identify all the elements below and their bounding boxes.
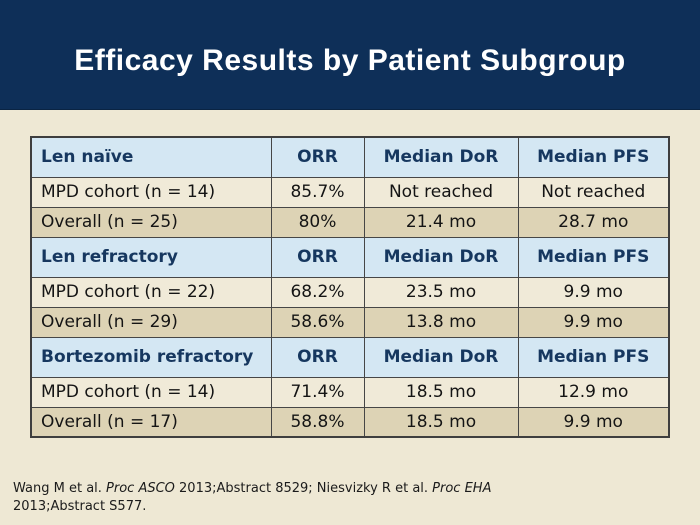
column-header-pfs: Median PFS	[517, 236, 670, 278]
row-label: MPD cohort (n = 14)	[30, 176, 272, 208]
cell-pfs: 12.9 mo	[517, 376, 670, 408]
cell-dor: 18.5 mo	[363, 376, 519, 408]
cell-orr: 68.2%	[270, 276, 365, 308]
cell-dor: 18.5 mo	[363, 406, 519, 438]
column-header-orr: ORR	[270, 236, 365, 278]
column-header-dor: Median DoR	[363, 136, 519, 178]
citation-journal: Proc ASCO	[106, 481, 175, 496]
table-row: Overall (n = 29) 58.6% 13.8 mo 9.9 mo	[30, 306, 670, 338]
cell-dor: 23.5 mo	[363, 276, 519, 308]
citation-text: 2013;Abstract S577.	[13, 499, 147, 514]
cell-pfs: 9.9 mo	[517, 276, 670, 308]
row-label: Overall (n = 29)	[30, 306, 272, 338]
title-band: Efficacy Results by Patient Subgroup	[0, 0, 700, 110]
table-row: MPD cohort (n = 14) 71.4% 18.5 mo 12.9 m…	[30, 376, 670, 408]
row-label: MPD cohort (n = 14)	[30, 376, 272, 408]
citation-text: Wang M et al.	[13, 481, 107, 496]
slide-title: Efficacy Results by Patient Subgroup	[74, 43, 626, 77]
citation-line: 2013;Abstract S577.	[13, 498, 680, 516]
citation-journal: Proc EHA	[432, 481, 492, 496]
cell-orr: 85.7%	[270, 176, 365, 208]
table-row: MPD cohort (n = 14) 85.7% Not reached No…	[30, 176, 670, 208]
table-row: Overall (n = 25) 80% 21.4 mo 28.7 mo	[30, 206, 670, 238]
citation: Wang M et al. Proc ASCO 2013;Abstract 85…	[13, 480, 680, 516]
section-label: Len naïve	[30, 136, 272, 178]
row-label: Overall (n = 17)	[30, 406, 272, 438]
efficacy-results-table: Len naïve ORR Median DoR Median PFS MPD …	[30, 136, 670, 438]
section-label: Bortezomib refractory	[30, 336, 272, 378]
column-header-dor: Median DoR	[363, 336, 519, 378]
cell-orr: 80%	[270, 206, 365, 238]
citation-text: 2013;Abstract 8529; Niesvizky R et al.	[174, 481, 433, 496]
column-header-pfs: Median PFS	[517, 336, 670, 378]
cell-dor: Not reached	[363, 176, 519, 208]
cell-orr: 71.4%	[270, 376, 365, 408]
cell-pfs: 28.7 mo	[517, 206, 670, 238]
cell-dor: 13.8 mo	[363, 306, 519, 338]
cell-pfs: Not reached	[517, 176, 670, 208]
cell-pfs: 9.9 mo	[517, 406, 670, 438]
table-row: MPD cohort (n = 22) 68.2% 23.5 mo 9.9 mo	[30, 276, 670, 308]
column-header-dor: Median DoR	[363, 236, 519, 278]
cell-orr: 58.8%	[270, 406, 365, 438]
cell-pfs: 9.9 mo	[517, 306, 670, 338]
section-label: Len refractory	[30, 236, 272, 278]
citation-line: Wang M et al. Proc ASCO 2013;Abstract 85…	[13, 480, 680, 498]
column-header-pfs: Median PFS	[517, 136, 670, 178]
cell-orr: 58.6%	[270, 306, 365, 338]
section-header-row: Bortezomib refractory ORR Median DoR Med…	[30, 336, 670, 378]
section-header-row: Len refractory ORR Median DoR Median PFS	[30, 236, 670, 278]
column-header-orr: ORR	[270, 336, 365, 378]
section-header-row: Len naïve ORR Median DoR Median PFS	[30, 136, 670, 178]
row-label: MPD cohort (n = 22)	[30, 276, 272, 308]
column-header-orr: ORR	[270, 136, 365, 178]
table-row: Overall (n = 17) 58.8% 18.5 mo 9.9 mo	[30, 406, 670, 438]
row-label: Overall (n = 25)	[30, 206, 272, 238]
cell-dor: 21.4 mo	[363, 206, 519, 238]
